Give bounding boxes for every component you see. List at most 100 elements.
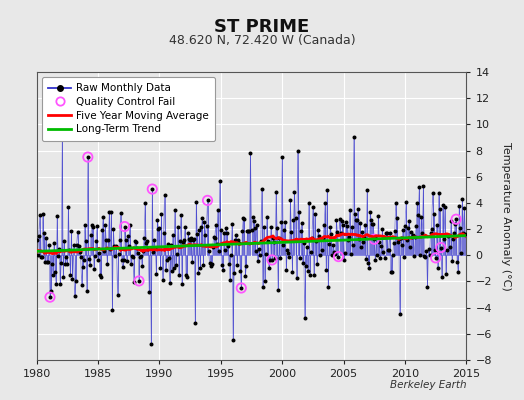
Legend: Raw Monthly Data, Quality Control Fail, Five Year Moving Average, Long-Term Tren: Raw Monthly Data, Quality Control Fail, … — [42, 77, 215, 141]
Point — [37, 254, 45, 260]
Point — [140, 235, 148, 241]
Point — [116, 210, 125, 217]
Point — [332, 217, 341, 224]
Point — [184, 230, 192, 237]
Point — [267, 224, 275, 230]
Point — [446, 244, 454, 250]
Point — [89, 224, 97, 230]
Point — [174, 272, 183, 278]
Point — [213, 241, 221, 248]
Point — [384, 247, 392, 254]
Point — [396, 311, 404, 317]
Point — [226, 277, 234, 283]
Point — [244, 228, 253, 235]
Point — [401, 222, 409, 229]
Point — [357, 244, 365, 250]
Point — [237, 285, 245, 291]
Point — [63, 261, 72, 268]
Point — [172, 250, 181, 257]
Point — [303, 268, 312, 274]
Point — [363, 187, 372, 193]
Point — [414, 212, 422, 218]
Point — [452, 216, 460, 222]
Point — [75, 249, 84, 256]
Point — [223, 230, 231, 236]
Point — [143, 238, 151, 244]
Point — [124, 233, 132, 239]
Point — [270, 238, 278, 245]
Point — [142, 240, 150, 246]
Point — [331, 251, 340, 258]
Point — [347, 224, 356, 230]
Point — [320, 222, 329, 228]
Point — [170, 265, 178, 271]
Point — [275, 235, 283, 241]
Point — [409, 232, 417, 238]
Point — [82, 238, 90, 245]
Point — [129, 279, 138, 286]
Point — [99, 214, 107, 220]
Point — [369, 221, 377, 228]
Point — [130, 238, 139, 244]
Point — [343, 222, 351, 229]
Point — [46, 294, 54, 300]
Point — [123, 257, 131, 264]
Point — [318, 247, 326, 253]
Point — [281, 219, 289, 225]
Point — [428, 226, 436, 232]
Point — [374, 213, 383, 219]
Point — [155, 225, 163, 232]
Point — [354, 206, 362, 212]
Point — [445, 232, 453, 238]
Point — [355, 236, 363, 242]
Point — [289, 217, 298, 224]
Point — [103, 261, 112, 267]
Point — [368, 221, 376, 228]
Point — [158, 276, 167, 283]
Point — [133, 244, 141, 251]
Point — [169, 232, 177, 238]
Point — [109, 226, 117, 232]
Point — [232, 232, 241, 238]
Point — [56, 281, 64, 287]
Point — [307, 248, 315, 255]
Point — [230, 270, 238, 277]
Point — [272, 189, 280, 195]
Point — [420, 253, 429, 259]
Point — [322, 267, 331, 273]
Point — [339, 222, 347, 228]
Point — [117, 257, 126, 264]
Point — [293, 147, 302, 154]
Point — [178, 281, 186, 287]
Point — [38, 254, 46, 260]
Point — [187, 234, 195, 241]
Point — [84, 154, 92, 160]
Point — [132, 238, 140, 245]
Point — [286, 197, 294, 204]
Point — [268, 257, 276, 263]
Point — [113, 292, 122, 298]
Point — [173, 224, 182, 230]
Point — [204, 248, 213, 254]
Point — [168, 268, 176, 275]
Point — [165, 255, 173, 262]
Point — [314, 227, 322, 233]
Point — [255, 246, 263, 252]
Point — [43, 259, 51, 265]
Point — [192, 198, 201, 205]
Point — [210, 234, 218, 240]
Point — [62, 254, 71, 260]
Point — [336, 230, 345, 236]
Point — [391, 200, 400, 207]
Point — [325, 241, 333, 247]
Point — [157, 210, 166, 217]
Point — [118, 264, 127, 270]
Point — [415, 183, 423, 190]
Point — [350, 134, 358, 141]
Point — [378, 226, 387, 232]
Point — [258, 185, 266, 192]
Point — [80, 257, 88, 264]
Point — [443, 247, 451, 254]
Point — [53, 213, 61, 219]
Point — [405, 218, 413, 225]
